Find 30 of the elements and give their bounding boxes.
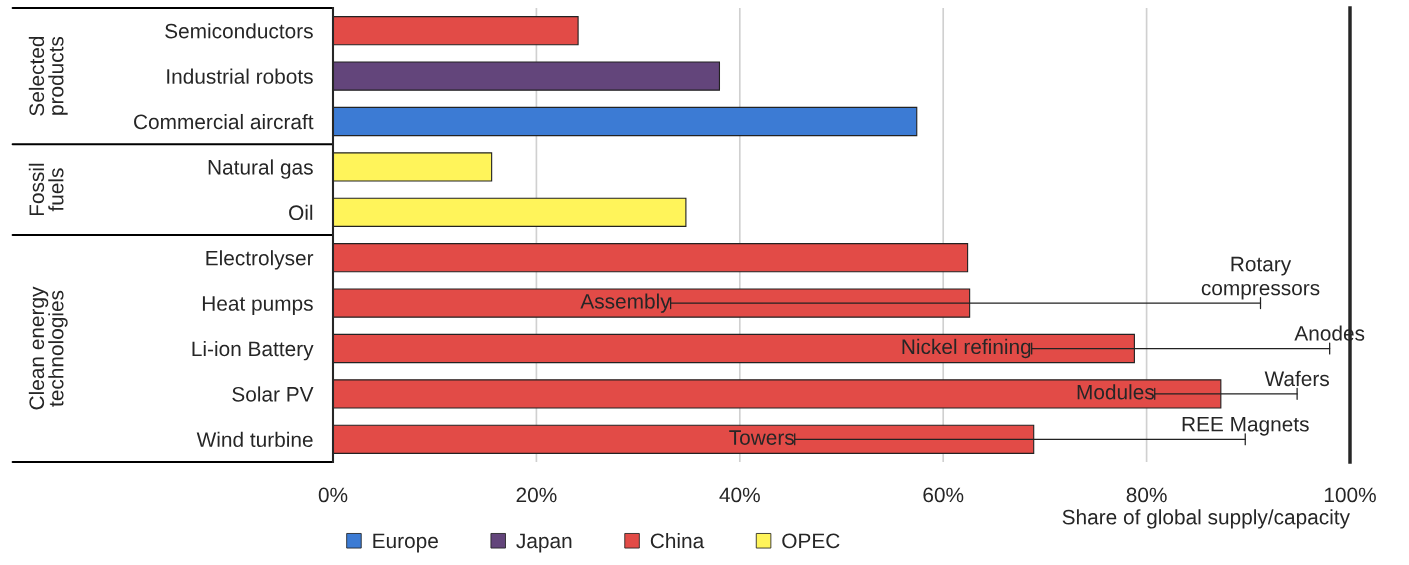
y-tick-label: Oil bbox=[289, 204, 313, 221]
y-tick-label: Semiconductors bbox=[165, 23, 313, 39]
text: Selected products bbox=[28, 36, 68, 116]
y-tick-label: Electrolyser bbox=[206, 250, 314, 270]
x-tick-label: 60% bbox=[923, 487, 964, 503]
y-tick-label: Solar PV bbox=[232, 386, 314, 402]
annotation: Wafers bbox=[1264, 370, 1329, 387]
legend-label: OPEC bbox=[782, 533, 840, 549]
annotation: Nickel refining bbox=[902, 338, 1031, 359]
x-tick-label: 100% bbox=[1324, 487, 1376, 503]
x-tick-label: 20% bbox=[516, 487, 557, 503]
text: Fossil fuels bbox=[28, 163, 64, 216]
x-tick-label: 40% bbox=[719, 487, 760, 503]
annotation: REE Magnets bbox=[1182, 417, 1309, 436]
y-tick-label: Wind turbine bbox=[196, 431, 313, 448]
x-axis-title: Share of global supply/capacity bbox=[1062, 509, 1350, 529]
annotation: Modules bbox=[1077, 384, 1154, 400]
annotation: Towers bbox=[729, 430, 794, 445]
y-tick-label: Li-ion Battery bbox=[192, 340, 314, 361]
text: Clean energy technologies bbox=[28, 286, 68, 410]
legend-label: Japan bbox=[516, 533, 572, 553]
y-tick-label: Heat pumps bbox=[202, 296, 313, 315]
legend-label: Europe bbox=[373, 533, 438, 553]
legend-label: China bbox=[650, 532, 705, 549]
y-tick-label: Natural gas bbox=[208, 159, 313, 179]
x-tick-label: 80% bbox=[1126, 487, 1167, 503]
x-tick-label: 0% bbox=[318, 487, 348, 503]
annotation: Rotary compressors bbox=[1201, 256, 1320, 300]
y-tick-label: Commercial aircraft bbox=[134, 113, 314, 130]
y-tick-label: Industrial robots bbox=[167, 68, 313, 84]
